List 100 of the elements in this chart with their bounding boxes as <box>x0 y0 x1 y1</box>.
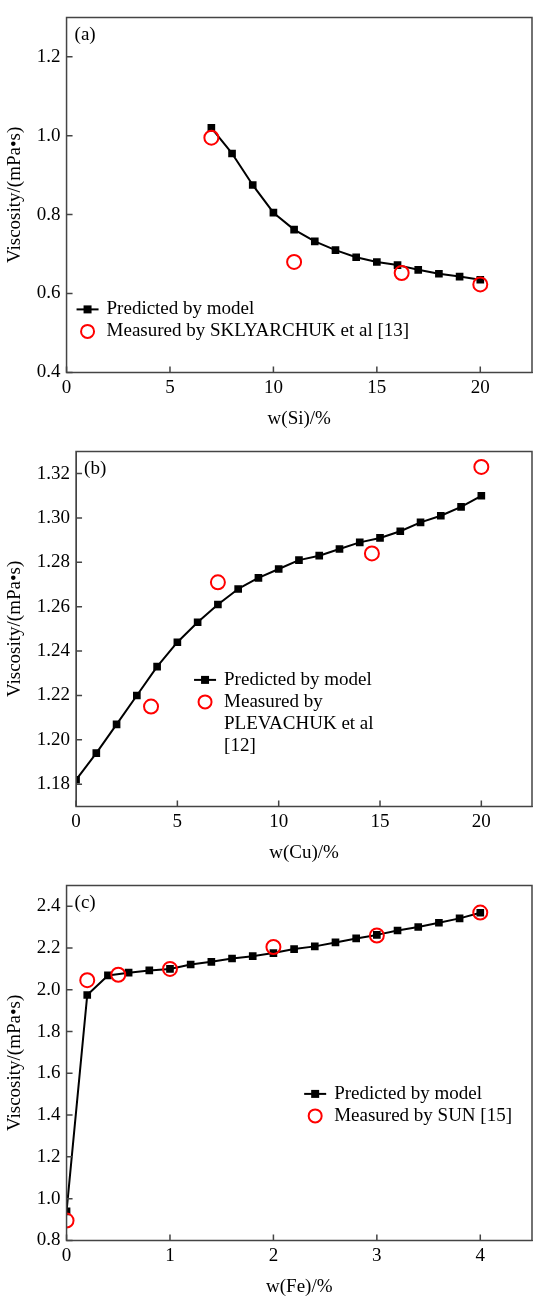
x-tick-label: 20 <box>471 809 491 831</box>
point <box>161 960 178 977</box>
point <box>363 545 380 562</box>
point <box>376 534 384 542</box>
y-tick-label: 2.2 <box>36 936 61 958</box>
point <box>473 458 490 475</box>
point <box>203 129 220 146</box>
legend-label: Predicted by model <box>334 1081 482 1103</box>
point <box>472 276 489 293</box>
point <box>92 749 101 757</box>
point <box>214 600 222 609</box>
point <box>110 966 127 983</box>
point <box>414 923 423 931</box>
y-axis-title: Viscosity/(mPa•s) <box>3 560 26 698</box>
y-tick-label: 1.6 <box>36 1061 61 1083</box>
point <box>396 527 405 536</box>
point <box>143 698 160 715</box>
point <box>393 265 410 281</box>
point <box>112 720 121 729</box>
legend-label: Predicted by model <box>224 667 372 689</box>
point <box>83 991 92 999</box>
point <box>315 551 324 560</box>
y-axis-title: Viscosity/(mPa•s) <box>3 994 26 1132</box>
point <box>234 585 242 593</box>
y-tick-label: 0.6 <box>36 281 61 303</box>
point <box>335 545 344 553</box>
x-tick-label: 5 <box>165 375 175 397</box>
point <box>414 266 423 274</box>
legend-label: Measured by SUN [15] <box>334 1103 512 1125</box>
point <box>274 565 283 573</box>
x-tick-label: 3 <box>372 1243 382 1265</box>
point <box>193 618 202 627</box>
x-tick-label: 20 <box>470 375 490 397</box>
point <box>373 258 381 266</box>
point <box>435 918 443 927</box>
point <box>248 952 257 961</box>
x-tick-label: 15 <box>370 809 390 831</box>
y-tick-label: 0.8 <box>36 1228 61 1250</box>
point <box>207 958 216 966</box>
point <box>153 662 161 671</box>
y-tick-label: 1.26 <box>36 594 71 616</box>
y-tick-label: 1.8 <box>36 1019 61 1041</box>
point <box>352 253 360 262</box>
y-axis-title: Viscosity/(mPa•s) <box>3 126 26 264</box>
y-tick-label: 0.8 <box>36 202 61 224</box>
point <box>352 934 360 943</box>
point <box>457 503 465 511</box>
point <box>228 149 236 158</box>
point <box>290 225 298 234</box>
x-tick-label: 1 <box>165 1243 175 1265</box>
y-tick-label: 1.2 <box>36 1144 61 1166</box>
x-tick-label: 2 <box>268 1243 279 1265</box>
point <box>368 927 385 944</box>
y-tick-label: 1.30 <box>36 505 71 527</box>
point <box>355 538 364 547</box>
y-tick-label: 1.4 <box>36 1103 62 1125</box>
point <box>472 904 489 921</box>
point <box>435 269 443 278</box>
x-tick-label: 0 <box>61 375 72 397</box>
x-tick-label: 0 <box>71 809 81 831</box>
point <box>295 556 303 564</box>
legend-label: Measured by SKLYARCHUK et al [13] <box>106 319 410 341</box>
x-axis-title: w(Cu)/% <box>269 840 340 863</box>
point <box>209 574 226 591</box>
legend-label: Predicted by model <box>106 297 255 319</box>
x-tick-label: 15 <box>367 375 387 397</box>
y-tick-label: 1.20 <box>36 727 71 749</box>
y-tick-label: 2.0 <box>36 977 61 999</box>
y-tick-label: 1.28 <box>36 550 71 572</box>
point <box>133 691 141 700</box>
point <box>331 246 340 254</box>
y-tick-label: 1.18 <box>36 772 71 794</box>
point <box>248 181 257 189</box>
point <box>310 237 319 246</box>
y-tick-label: 1.22 <box>36 683 71 705</box>
point <box>145 966 154 975</box>
y-tick-label: 1.24 <box>36 639 71 661</box>
y-tick-label: 1.0 <box>36 1186 61 1208</box>
x-axis-title: w(Fe)/% <box>266 1274 333 1297</box>
point <box>254 574 263 582</box>
point <box>477 491 486 500</box>
point <box>310 942 319 951</box>
x-tick-label: 5 <box>172 809 183 831</box>
legend-label: Measured by PLEVACHUK et al [12] <box>224 689 374 755</box>
point <box>124 968 133 977</box>
y-tick-label: 2.4 <box>36 894 62 916</box>
point <box>79 972 96 989</box>
y-tick-label: 0.4 <box>36 360 62 382</box>
annotation: (c) <box>74 890 96 913</box>
y-tick-label: 1.2 <box>36 44 61 66</box>
point <box>290 945 298 953</box>
point <box>228 954 236 963</box>
x-tick-label: 10 <box>269 809 289 831</box>
y-tick-label: 1.32 <box>36 461 71 483</box>
point <box>436 511 445 520</box>
x-tick-label: 10 <box>263 375 283 397</box>
x-tick-label: 0 <box>61 1243 72 1265</box>
point <box>173 638 182 647</box>
annotation: (a) <box>74 22 96 45</box>
annotation: (b) <box>84 456 107 479</box>
